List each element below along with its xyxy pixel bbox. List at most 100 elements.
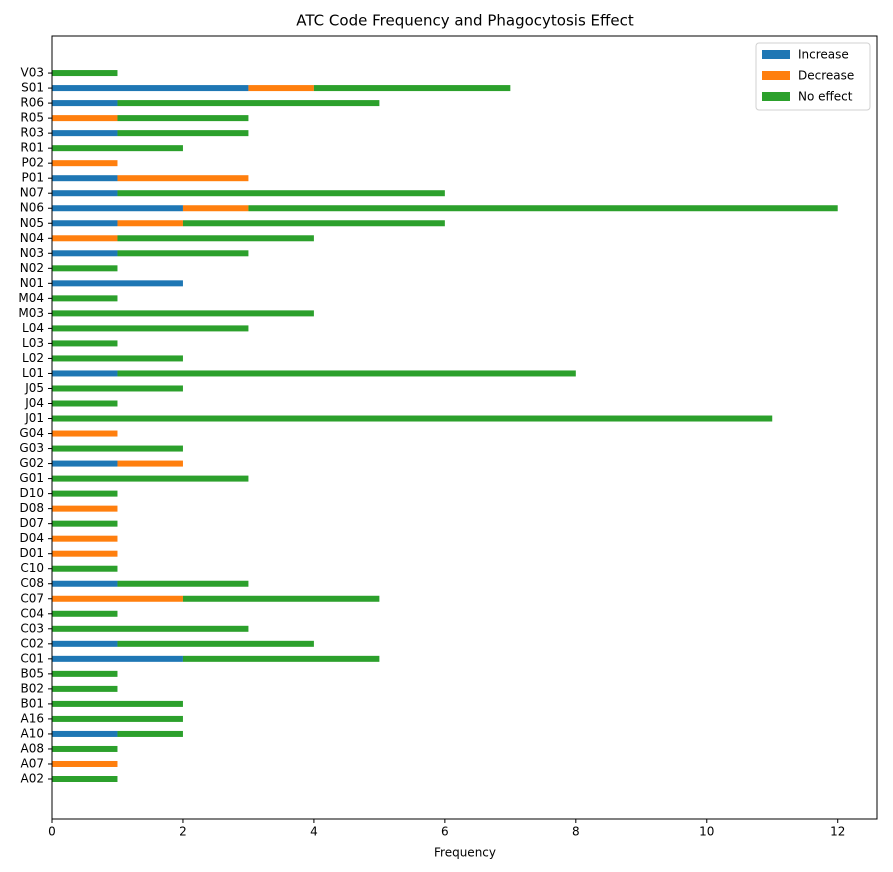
bar-segment (52, 145, 183, 152)
y-tick-label: D01 (19, 546, 44, 560)
bar-segment (52, 190, 118, 197)
bar-segment (52, 130, 118, 137)
bar-segment (52, 115, 118, 122)
y-tick-label: L01 (22, 366, 44, 380)
y-tick-label: S01 (21, 81, 44, 95)
bar-segment (52, 220, 118, 227)
bar-segment (52, 310, 314, 317)
bar-segment (52, 445, 183, 452)
bar-segment (117, 640, 314, 647)
x-tick-label: 2 (179, 825, 187, 839)
bar-segment (52, 655, 183, 662)
bar-segment (52, 700, 183, 707)
y-tick-label: D07 (19, 516, 44, 530)
bar-segment (52, 475, 249, 482)
plot-frame (51, 35, 878, 820)
y-tick-label: N04 (20, 231, 44, 245)
legend-swatch (762, 92, 790, 101)
y-tick-label: M04 (18, 291, 44, 305)
legend-label: No effect (798, 90, 853, 104)
y-tick-label: C02 (20, 636, 44, 650)
bar-segment (52, 505, 118, 512)
bar-segment (117, 235, 314, 242)
y-tick-label: A02 (21, 772, 44, 786)
bar-segment (117, 460, 183, 467)
bar-segment (117, 580, 249, 587)
y-tick-label: G03 (19, 441, 44, 455)
bar-segment (182, 655, 380, 662)
bar-segment (117, 220, 183, 227)
bar-segment (52, 776, 118, 782)
bar-segment (52, 685, 118, 692)
bar-segment (52, 295, 118, 302)
y-tick-label: P02 (21, 156, 44, 170)
y-tick-label: C08 (20, 576, 44, 590)
y-tick-label: C03 (20, 621, 44, 635)
y-tick-label: R05 (20, 111, 44, 125)
legend-swatch (762, 71, 790, 80)
bar-segment (52, 520, 118, 527)
x-tick-label: 10 (699, 825, 714, 839)
bar-segment (248, 85, 314, 92)
bar-segment (52, 415, 773, 422)
bar-segment (117, 370, 576, 377)
bar-segment (52, 730, 118, 737)
bar-segment (182, 595, 380, 602)
bar-segment (52, 565, 118, 572)
bar-segment (52, 535, 118, 542)
y-tick-label: N03 (20, 246, 44, 260)
bar-segment (52, 430, 118, 437)
y-tick-label: G02 (19, 456, 44, 470)
y-tick-label: A08 (21, 741, 44, 755)
bar-segment (117, 115, 249, 122)
y-tick-label: C01 (20, 651, 44, 665)
bar-segment (52, 325, 249, 332)
bar-segment (52, 610, 118, 617)
bar-segment (52, 595, 183, 602)
bar-segment (52, 340, 118, 347)
bar-segment (52, 745, 118, 752)
y-tick-label: R03 (20, 126, 44, 140)
y-tick-label: M03 (18, 306, 44, 320)
y-tick-label: D10 (19, 486, 44, 500)
legend-swatch (762, 50, 790, 59)
y-tick-label: C07 (20, 591, 44, 605)
y-tick-label: B02 (20, 681, 44, 695)
legend-label: Decrease (798, 69, 854, 83)
y-tick-label: J05 (24, 381, 44, 395)
bar-segment (52, 355, 183, 362)
bar-segment (313, 85, 511, 92)
y-tick-label: J04 (24, 396, 44, 410)
y-tick-label: P01 (21, 171, 44, 185)
x-tick-label: 0 (48, 825, 56, 839)
bar-segment (117, 730, 183, 737)
bar-segment (52, 580, 118, 587)
bar-segment (52, 280, 183, 287)
y-tick-label: C04 (20, 606, 44, 620)
bar-segment (182, 220, 445, 227)
bar-segment (117, 130, 249, 137)
bar-segment (52, 460, 118, 467)
bar-segment (52, 490, 118, 497)
bar-segment (52, 760, 118, 767)
bar-segment (52, 370, 118, 377)
y-tick-label: V03 (21, 66, 44, 80)
bar-segment (117, 175, 249, 182)
legend-label: Increase (798, 48, 849, 62)
bar-segment (117, 250, 249, 257)
bar-segment (182, 205, 249, 212)
bar-segment (52, 265, 118, 272)
y-tick-label: A07 (21, 756, 44, 770)
bar-segment (117, 100, 380, 107)
y-tick-label: N01 (20, 276, 44, 290)
bar-segment (117, 190, 445, 197)
y-tick-label: J01 (24, 411, 44, 425)
y-tick-label: R06 (20, 96, 44, 110)
x-tick-label: 4 (310, 825, 318, 839)
bar-segment (52, 550, 118, 557)
y-tick-label: B05 (20, 666, 44, 680)
bar-segment (52, 625, 249, 632)
bar-segment (52, 385, 183, 392)
y-tick-label: A16 (21, 711, 44, 725)
